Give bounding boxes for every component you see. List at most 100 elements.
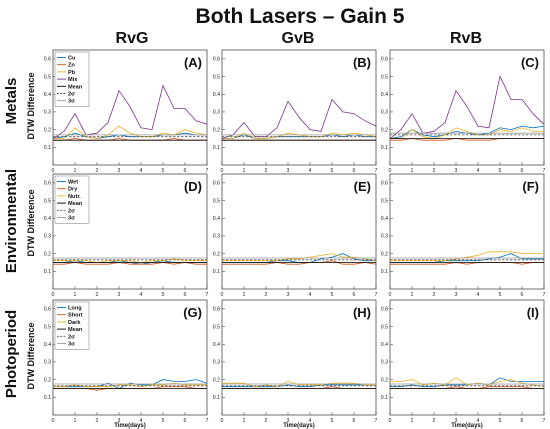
legend-entry: Pb [68,70,76,76]
y-tick-label: 0.1 [213,269,220,275]
x-tick-label: 4 [140,418,143,424]
series-line-pb [390,127,544,139]
legend-entry: Long [68,306,82,312]
y-tick-label: 0.4 [213,216,220,222]
x-tick-label: 5 [162,292,165,298]
panel-i: 0.1 0.2 0.3 0.4 0.5 0.6 0 1 2 3 4 5 6 7 (I) [381,299,546,424]
x-tick-label: 1 [74,168,77,174]
x-tick-label: 1 [74,292,77,298]
x-tick-label: 2 [433,418,436,424]
row-title-environmental: Environmental [3,169,20,273]
x-tick-label: 2 [96,168,99,174]
x-tick-label: 2 [96,292,99,298]
plot-area [389,299,545,416]
y-tick-label: 0.1 [44,145,51,151]
plot-area [221,173,377,290]
y-tick-label: 0.4 [381,342,388,348]
panel-f: 0.1 0.2 0.3 0.4 0.5 0.6 0 1 2 3 4 5 6 7 (F) [381,173,546,298]
series-line-long [53,379,208,389]
x-tick-label: 2 [265,168,268,174]
legend-entry: 3σ [68,99,75,105]
series-line-dry [222,260,377,265]
y-tick-label: 0.3 [381,110,388,116]
x-tick-label: 4 [140,292,143,298]
x-tick-label: 4 [309,418,312,424]
legend-entry: Nutr. [68,194,81,200]
series-line-nutr [222,253,377,262]
x-tick-label: 1 [411,168,414,174]
x-axis-label-col3: Time(days) [451,423,483,429]
y-tick-label: 0.5 [44,74,51,80]
legend-entry: Mean [68,327,83,333]
y-tick-label: 0.5 [213,198,220,204]
legend-entry: Dry [68,187,78,193]
x-tick-label: 3 [455,418,458,424]
x-tick-label: 4 [477,292,480,298]
y-tick-label: 0.2 [44,251,51,257]
y-tick-label: 0.2 [381,251,388,257]
series-line-mix [52,84,208,139]
row-title-photoperiod: Photoperiod [3,310,20,398]
panel-g: 0.1 0.2 0.3 0.4 0.5 0.6 0 1 2 3 4 5 6 7 (G) LongShortDa… [44,299,209,424]
y-tick-label: 0.2 [213,127,220,133]
panel-label: (B) [353,55,371,70]
legend-entry: Mix [68,77,78,83]
x-tick-label: 6 [184,168,187,174]
x-tick-label: 5 [162,168,165,174]
panel-b: 0.1 0.2 0.3 0.4 0.5 0.6 0 1 2 3 4 5 6 7 (B) [213,49,378,174]
x-tick-label: 6 [184,292,187,298]
x-tick-label: 0 [221,418,224,424]
column-title-gvb: GvB [282,30,315,47]
x-tick-label: 7 [543,418,546,424]
column-title-rvb: RvB [450,30,482,47]
x-tick-label: 0 [52,168,55,174]
x-tick-label: 7 [543,168,546,174]
y-tick-label: 0.5 [213,324,220,330]
x-tick-label: 6 [353,292,356,298]
panels-grid: 0.10.20.30.40.50.60 1 2 3 4 5 6 7(A)CuZnPbMixMe… [44,49,546,424]
x-tick-label: 0 [389,292,392,298]
x-tick-label: 3 [455,168,458,174]
y-tick-label: 0.3 [44,234,51,240]
y-axis-label-row2: DTW Difference [26,189,36,256]
x-tick-label: 4 [477,168,480,174]
y-tick-label: 0.5 [381,198,388,204]
legend-entry: 3σ [68,342,75,348]
y-tick-label: 0.3 [44,360,51,366]
x-tick-label: 0 [221,292,224,298]
legend-entry: Zn [68,63,75,69]
x-tick-label: 1 [411,292,414,298]
x-tick-label: 5 [162,418,165,424]
x-tick-label: 1 [243,418,246,424]
y-tick-label: 0.4 [44,216,51,222]
x-tick-label: 3 [287,292,290,298]
legend-entry: 2σ [68,208,75,214]
x-tick-label: 5 [499,168,502,174]
legend-entry: 2σ [68,92,75,98]
series-line-mix [389,75,545,139]
panel-c: 0.1 0.2 0.3 0.4 0.5 0.6 0 1 2 3 4 5 6 7 (C) [381,49,546,174]
x-tick-label: 3 [287,168,290,174]
plot-area [221,299,377,416]
legend-box [54,301,90,350]
legend-entry: Cu [68,56,76,62]
y-tick-label: 0.5 [381,324,388,330]
x-tick-label: 3 [287,418,290,424]
y-tick-label: 0.1 [213,395,220,401]
panel-label: (D) [184,179,202,194]
legend-entry: 3σ [68,216,75,222]
x-tick-label: 4 [140,168,143,174]
series-line-dry [53,262,207,265]
y-tick-label: 0.2 [381,377,388,383]
y-tick-label: 0.2 [44,127,51,133]
panel-label: (F) [522,179,539,194]
y-axis-label-row1: DTW Difference [26,72,36,139]
y-tick-label: 0.1 [213,145,220,151]
legend-entry: Dark [68,320,81,326]
x-tick-label: 5 [331,418,334,424]
series-line-dark [390,377,545,388]
y-tick-label: 0.1 [44,395,51,401]
panel-a: 0.1 0.2 0.3 0.4 0.5 0.6 0 1 2 3 4 5 6 7 (A) CuZnPbMixMe… [44,49,209,174]
x-tick-label: 7 [375,418,378,424]
